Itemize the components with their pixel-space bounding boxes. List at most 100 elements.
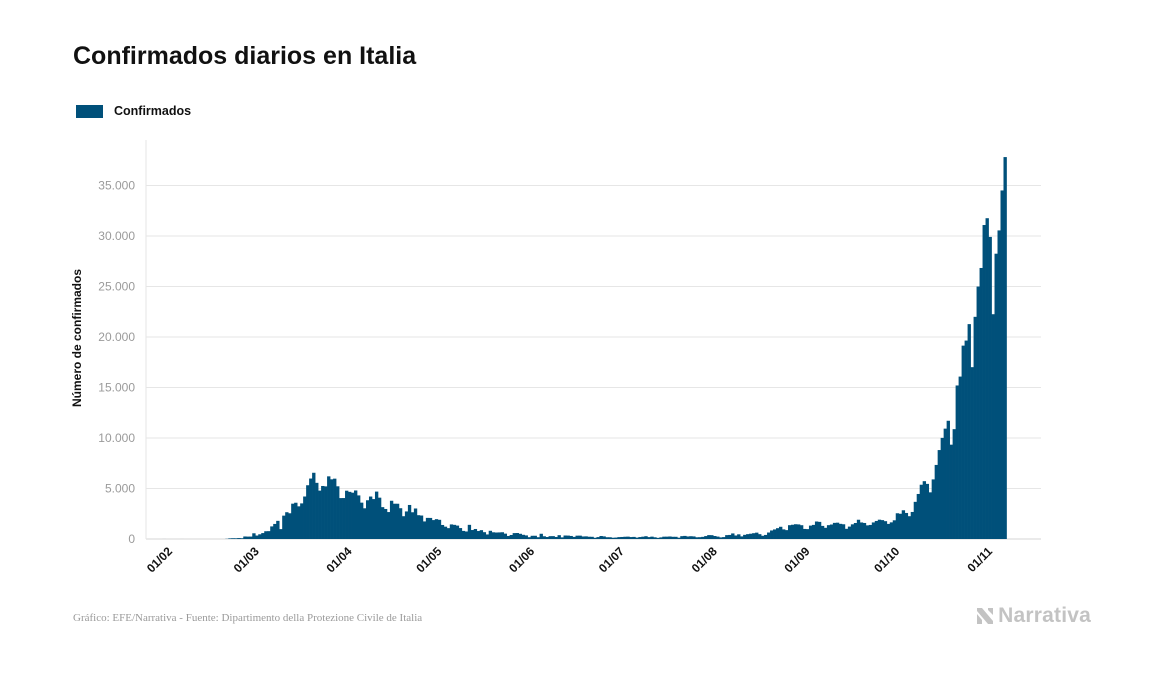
bar [686, 536, 690, 539]
bar [386, 512, 391, 539]
bar [539, 533, 543, 539]
bar [291, 503, 295, 539]
bar [249, 536, 253, 539]
bar [767, 532, 771, 539]
bar [237, 538, 241, 539]
bar [847, 526, 852, 539]
bar [336, 486, 340, 539]
bar [309, 478, 313, 539]
bar [446, 528, 451, 539]
x-tick-label: 01/11 [964, 544, 995, 575]
x-tick-label: 01/08 [689, 544, 720, 575]
bar [850, 524, 855, 539]
bar [368, 496, 373, 539]
bar [614, 537, 618, 539]
bar [473, 528, 478, 539]
bar [895, 513, 900, 539]
y-tick-label: 10.000 [98, 431, 135, 445]
bar [835, 522, 840, 539]
bar [874, 520, 879, 539]
bar [692, 536, 696, 539]
bar [955, 385, 959, 539]
bar [389, 500, 394, 539]
bar [246, 536, 250, 539]
bar [626, 536, 630, 539]
bar [428, 517, 433, 539]
bar [512, 533, 516, 539]
bar [940, 437, 944, 539]
bar [264, 531, 268, 539]
bar [817, 521, 822, 539]
bar [725, 535, 729, 539]
bar [407, 504, 412, 539]
bar [838, 523, 843, 539]
bar [593, 537, 597, 539]
bar [844, 528, 849, 539]
bar [892, 520, 897, 539]
x-tick-label: 01/02 [144, 544, 175, 575]
x-tick-label: 01/10 [871, 544, 902, 575]
bar [755, 532, 759, 539]
bar [901, 510, 906, 539]
bar [841, 524, 846, 539]
narrativa-logo: Narrativa [975, 604, 1091, 628]
bar [665, 536, 669, 539]
bar [581, 536, 585, 539]
bar [425, 517, 430, 539]
bar [279, 529, 283, 539]
bar [880, 520, 885, 539]
bar [527, 537, 531, 539]
bar [964, 340, 968, 539]
source-footer: Gráfico: EFE/Narrativa - Fuente: Diparti… [73, 612, 423, 624]
bar [282, 515, 286, 539]
bar [551, 536, 555, 539]
bar [925, 483, 930, 539]
bar [644, 536, 648, 539]
y-tick-label: 0 [128, 532, 135, 546]
bar [859, 522, 864, 539]
x-tick-label: 01/05 [413, 544, 444, 575]
bar [623, 536, 627, 539]
bar [410, 512, 415, 539]
bar [997, 230, 1001, 540]
bar [811, 524, 816, 539]
bar [934, 464, 939, 539]
bar [737, 534, 741, 539]
bar [659, 537, 663, 539]
bar [300, 503, 304, 539]
bar [922, 481, 927, 539]
bar [788, 525, 792, 539]
bar [258, 534, 262, 539]
bar [533, 535, 537, 539]
bar [680, 536, 684, 539]
bar [345, 490, 349, 539]
bar [267, 531, 271, 539]
bar [814, 521, 819, 539]
bar [889, 522, 894, 539]
bar [919, 484, 924, 539]
bar [416, 515, 421, 539]
bar [348, 491, 352, 539]
bar [635, 537, 639, 539]
bar [982, 225, 986, 539]
bar [321, 485, 325, 539]
legend-swatch [76, 104, 103, 118]
y-tick-label: 20.000 [98, 330, 135, 344]
bar [306, 485, 310, 539]
bar [261, 533, 265, 539]
bar [395, 503, 400, 539]
bar [1003, 157, 1007, 539]
bar [674, 536, 678, 539]
bar [973, 316, 977, 539]
bar [949, 444, 953, 539]
bar [961, 345, 965, 539]
bar [617, 537, 621, 539]
bar [392, 503, 397, 539]
narrativa-logo-icon [977, 608, 994, 624]
bar [371, 499, 376, 539]
bar [327, 476, 331, 539]
bar [584, 536, 588, 539]
bar [731, 533, 735, 539]
bar [276, 520, 280, 539]
